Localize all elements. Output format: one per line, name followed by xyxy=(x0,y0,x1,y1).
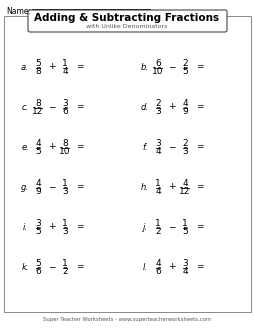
Text: 1: 1 xyxy=(181,219,187,228)
Text: =: = xyxy=(76,182,83,191)
Text: 1: 1 xyxy=(62,179,68,188)
FancyBboxPatch shape xyxy=(28,10,226,32)
Text: 5: 5 xyxy=(181,227,187,236)
Text: =: = xyxy=(76,62,83,71)
Text: k.: k. xyxy=(21,262,29,272)
Text: =: = xyxy=(196,62,203,71)
Text: −: − xyxy=(168,142,175,151)
Text: +: + xyxy=(168,262,175,271)
Text: 4: 4 xyxy=(181,267,187,276)
Text: 1: 1 xyxy=(154,179,160,188)
Text: 4: 4 xyxy=(155,187,160,196)
Text: 5: 5 xyxy=(35,259,41,268)
Text: 3: 3 xyxy=(62,227,68,236)
Text: =: = xyxy=(76,262,83,271)
Text: e.: e. xyxy=(21,143,29,151)
Text: 5: 5 xyxy=(35,59,41,68)
Text: +: + xyxy=(168,182,175,191)
Text: h.: h. xyxy=(140,182,148,191)
Text: 5: 5 xyxy=(181,67,187,76)
Text: −: − xyxy=(48,182,56,191)
Text: 6: 6 xyxy=(154,59,160,68)
Text: 4: 4 xyxy=(181,99,187,108)
Text: 3: 3 xyxy=(35,219,41,228)
Text: 1: 1 xyxy=(62,259,68,268)
Text: 2: 2 xyxy=(181,59,187,68)
Text: 10: 10 xyxy=(59,147,70,156)
Text: 12: 12 xyxy=(179,187,190,196)
Text: =: = xyxy=(76,222,83,231)
Text: i.: i. xyxy=(22,222,27,232)
Text: 3: 3 xyxy=(62,187,68,196)
Text: 4: 4 xyxy=(35,139,41,148)
Text: 2: 2 xyxy=(62,267,68,276)
Text: 8: 8 xyxy=(35,99,41,108)
Text: 4: 4 xyxy=(62,67,68,76)
Text: 4: 4 xyxy=(155,147,160,156)
Text: Adding & Subtracting Fractions: Adding & Subtracting Fractions xyxy=(34,13,219,23)
Text: 3: 3 xyxy=(181,259,187,268)
Text: 1: 1 xyxy=(62,59,68,68)
Text: 8: 8 xyxy=(62,139,68,148)
Text: l.: l. xyxy=(142,262,147,272)
Text: =: = xyxy=(196,142,203,151)
Text: 6: 6 xyxy=(62,107,68,116)
Text: +: + xyxy=(48,62,56,71)
Text: −: − xyxy=(48,102,56,111)
Text: 3: 3 xyxy=(62,99,68,108)
Text: 2: 2 xyxy=(155,227,160,236)
Text: =: = xyxy=(76,102,83,111)
Text: 5: 5 xyxy=(35,147,41,156)
Text: −: − xyxy=(168,62,175,71)
Text: =: = xyxy=(196,182,203,191)
Text: f.: f. xyxy=(142,143,147,151)
Text: Name:: Name: xyxy=(6,7,31,16)
Text: 6: 6 xyxy=(35,267,41,276)
Text: 4: 4 xyxy=(155,259,160,268)
Text: with Unlike Denominators: with Unlike Denominators xyxy=(86,23,167,28)
Text: 2: 2 xyxy=(155,99,160,108)
FancyBboxPatch shape xyxy=(4,16,250,312)
Text: =: = xyxy=(196,262,203,271)
Text: 4: 4 xyxy=(181,179,187,188)
Text: −: − xyxy=(48,262,56,271)
Text: +: + xyxy=(168,102,175,111)
Text: 1: 1 xyxy=(62,219,68,228)
Text: 5: 5 xyxy=(35,227,41,236)
Text: 9: 9 xyxy=(181,107,187,116)
Text: Super Teacher Worksheets - www.superteacherworksheets.com: Super Teacher Worksheets - www.superteac… xyxy=(43,317,210,322)
Text: a.: a. xyxy=(21,62,29,72)
Text: j.: j. xyxy=(142,222,147,232)
Text: d.: d. xyxy=(140,103,148,112)
Text: −: − xyxy=(168,222,175,231)
Text: b.: b. xyxy=(140,62,148,72)
Text: =: = xyxy=(196,102,203,111)
Text: 1: 1 xyxy=(154,219,160,228)
Text: +: + xyxy=(48,222,56,231)
Text: 3: 3 xyxy=(154,139,160,148)
Text: 12: 12 xyxy=(32,107,43,116)
Text: 8: 8 xyxy=(35,67,41,76)
Text: g.: g. xyxy=(21,182,29,191)
Text: 10: 10 xyxy=(152,67,163,76)
Text: 3: 3 xyxy=(154,107,160,116)
Text: 4: 4 xyxy=(35,179,41,188)
Text: 2: 2 xyxy=(181,139,187,148)
Text: 6: 6 xyxy=(154,267,160,276)
Text: c.: c. xyxy=(21,103,28,112)
Text: 3: 3 xyxy=(181,147,187,156)
Text: =: = xyxy=(196,222,203,231)
Text: =: = xyxy=(76,142,83,151)
Text: +: + xyxy=(48,142,56,151)
Text: 9: 9 xyxy=(35,187,41,196)
